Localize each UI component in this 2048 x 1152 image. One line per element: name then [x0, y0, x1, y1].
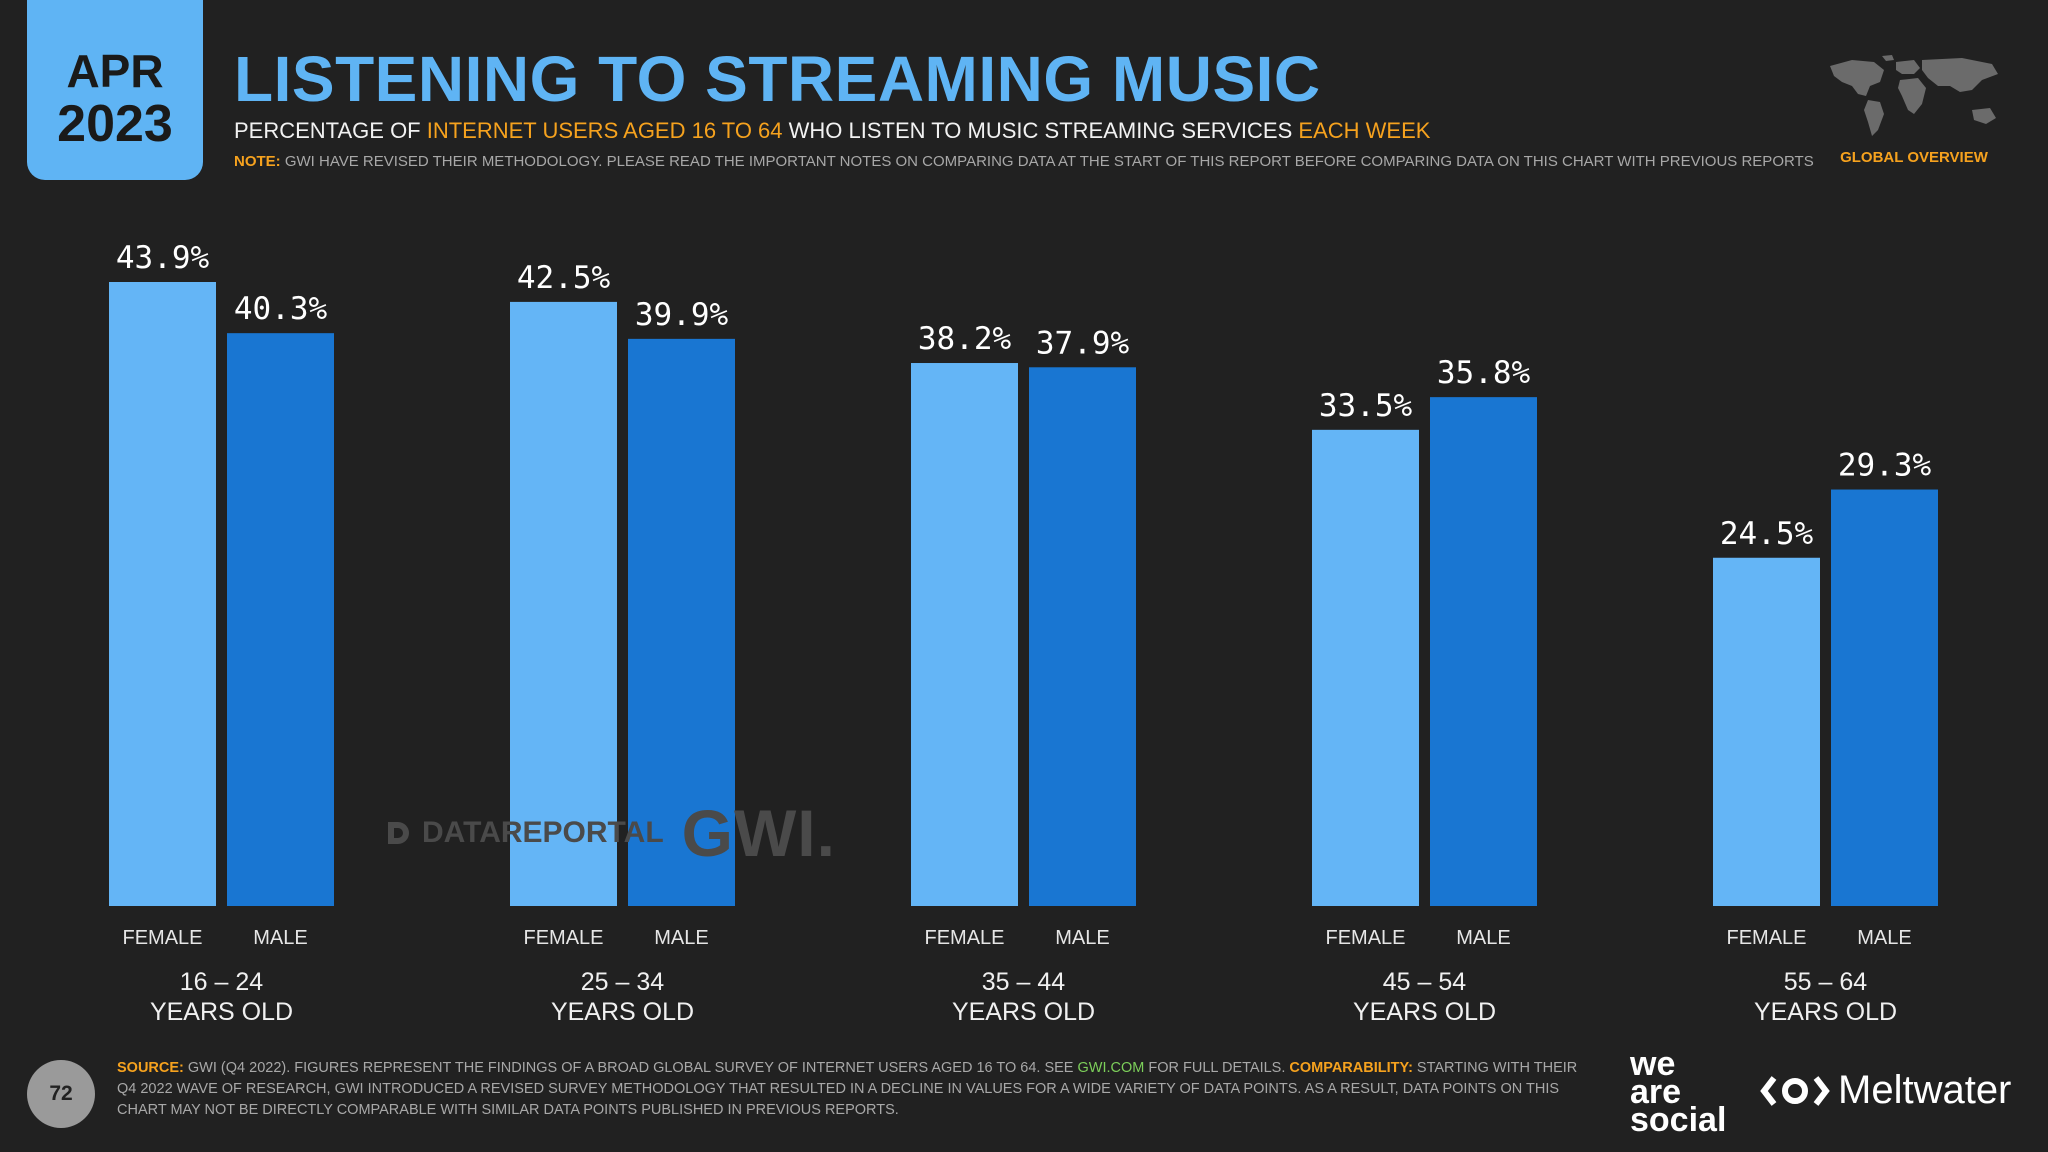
bar-male-3: [1430, 397, 1537, 906]
data-label: 33.5%: [1319, 388, 1413, 424]
we-are-social-logo: we are social: [1630, 1045, 1727, 1139]
series-label: FEMALE: [1726, 927, 1806, 949]
region-label: GLOBAL OVERVIEW: [1840, 149, 1988, 166]
category-label: 45 – 54: [1383, 968, 1467, 996]
bar-female-0: [109, 282, 216, 906]
data-label: 38.2%: [918, 321, 1012, 357]
series-label: FEMALE: [1325, 927, 1405, 949]
category-label: 16 – 24: [180, 968, 264, 996]
category-sublabel: YEARS OLD: [1754, 998, 1897, 1020]
chart-subtitle: PERCENTAGE OF INTERNET USERS AGED 16 TO …: [234, 118, 1431, 143]
category-sublabel: YEARS OLD: [551, 998, 694, 1020]
series-label: FEMALE: [122, 927, 202, 949]
bar-female-4: [1713, 557, 1820, 906]
gwi-link[interactable]: GWI.COM: [1077, 1060, 1145, 1076]
watermark: DATAREPORTAL GWI.: [384, 795, 836, 871]
page-number: 72: [27, 1060, 95, 1128]
bar-male-1: [628, 338, 735, 906]
meltwater-logo: Meltwater: [1760, 1068, 2011, 1113]
data-label: 29.3%: [1838, 448, 1932, 484]
series-label: MALE: [253, 927, 307, 949]
series-label: MALE: [1857, 927, 1911, 949]
data-label: 40.3%: [234, 291, 328, 327]
bar-male-4: [1831, 489, 1938, 906]
source-note: SOURCE: GWI (Q4 2022). FIGURES REPRESENT…: [117, 1060, 1578, 1118]
series-label: MALE: [1055, 927, 1109, 949]
data-label: 37.9%: [1036, 325, 1130, 361]
bar-male-0: [227, 333, 334, 906]
date-year: 2023: [57, 95, 173, 153]
category-sublabel: YEARS OLD: [952, 998, 1095, 1020]
data-label: 39.9%: [635, 297, 729, 333]
bar-female-1: [510, 301, 617, 906]
date-month: APR: [66, 45, 164, 97]
category-sublabel: YEARS OLD: [150, 998, 293, 1020]
data-label: 35.8%: [1437, 355, 1531, 391]
methodology-note: NOTE: GWI HAVE REVISED THEIR METHODOLOGY…: [234, 153, 1814, 170]
world-map-icon: [1822, 52, 2004, 142]
series-label: FEMALE: [924, 927, 1004, 949]
series-label: MALE: [1456, 927, 1510, 949]
series-label: FEMALE: [523, 927, 603, 949]
date-badge: APR 2023: [27, 0, 203, 180]
data-label: 43.9%: [116, 240, 210, 276]
category-sublabel: YEARS OLD: [1353, 998, 1496, 1020]
bar-female-2: [911, 363, 1018, 906]
data-label: 42.5%: [517, 260, 611, 296]
meltwater-icon: [1760, 1075, 1830, 1106]
gwi-logo: GWI.: [681, 796, 836, 870]
page-title: LISTENING TO STREAMING MUSIC: [234, 43, 1321, 115]
datareportal-icon: [388, 822, 409, 844]
bar-male-2: [1029, 367, 1136, 906]
category-label: 25 – 34: [581, 968, 665, 996]
datareportal-logo: DATAREPORTAL: [384, 816, 664, 850]
data-label: 24.5%: [1720, 516, 1814, 552]
series-label: MALE: [654, 927, 708, 949]
category-label: 35 – 44: [982, 968, 1066, 996]
bar-female-3: [1312, 429, 1419, 906]
category-label: 55 – 64: [1784, 968, 1868, 996]
